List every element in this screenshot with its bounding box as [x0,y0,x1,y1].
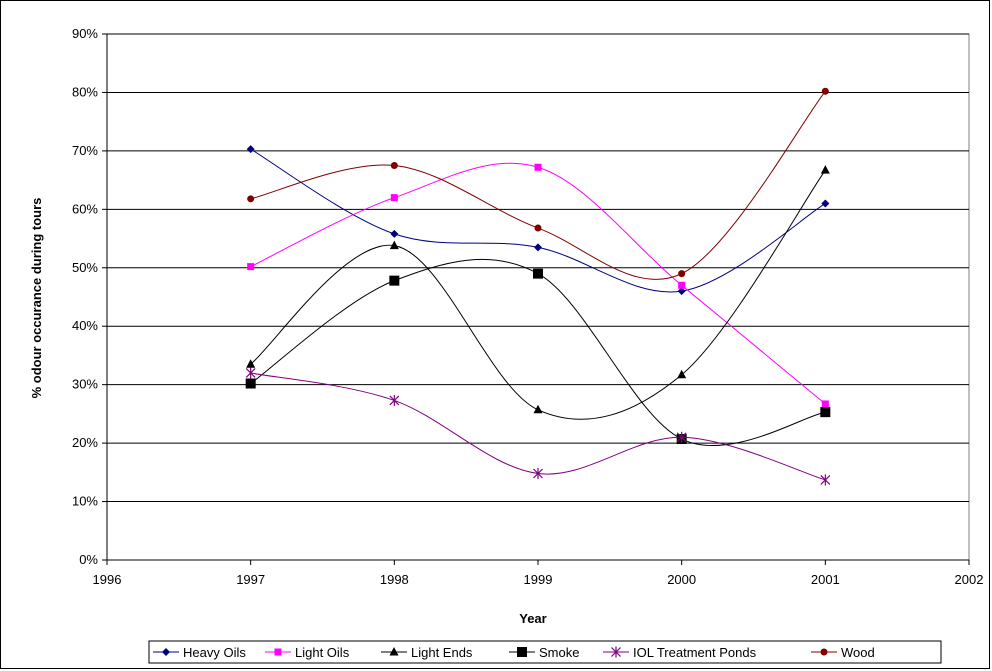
x-tick-label: 1996 [93,572,122,587]
series-line-wood [250,90,826,280]
data-point-wood [678,270,686,278]
x-tick-label: 1998 [380,572,409,587]
x-tick-label: 2001 [811,572,840,587]
data-point-iol-treatment-ponds [533,468,543,480]
legend-marker [389,647,399,656]
y-tick-label: 0% [79,552,98,567]
data-point-iol-treatment-ponds [245,367,256,379]
y-tick-label: 60% [72,201,98,216]
legend: Heavy Oils Light Oils Light Ends Smoke IOL T… [148,640,942,664]
data-point-smoke [389,275,400,286]
x-axis-title: Year [519,611,546,626]
series-light-ends [246,165,830,420]
y-tick-label: 90% [72,26,98,41]
data-point-wood [247,195,255,203]
data-point-iol-treatment-ponds [389,394,400,406]
legend-item-light-ends: Light Ends [381,645,473,660]
series-layer [245,87,831,486]
data-point-light-oils [390,194,398,202]
legend-marker [611,646,621,658]
y-tick-label: 40% [72,318,98,333]
data-point-heavy-oils [390,229,399,238]
y-tick-label: 80% [72,84,98,99]
data-point-iol-treatment-ponds [820,474,831,486]
data-point-light-ends [389,240,399,250]
series-line-light-ends [250,169,826,420]
data-point-light-ends [533,404,543,414]
data-point-light-oils [821,400,829,408]
plot-area [106,33,970,561]
series-smoke [245,258,831,446]
grid-layer [106,33,970,561]
data-point-wood [821,87,829,95]
data-point-light-ends [246,359,256,368]
data-point-light-oils [247,263,255,271]
y-tick-label: 20% [72,435,98,450]
data-point-smoke [533,268,543,279]
legend-item-wood: Wood [811,645,875,660]
legend-label: Wood [841,645,875,660]
y-tick-label: 30% [72,377,98,392]
legend-item-smoke: Smoke [509,645,579,660]
legend-label: Smoke [539,645,579,660]
x-tick-label: 2000 [667,572,696,587]
data-point-light-oils [534,163,542,171]
series-line-smoke [250,258,826,446]
legend-label: Heavy Oils [183,645,246,660]
axes-layer: 0% 10% 20% 30% 40% 50% 60% 70% 80% 90% 1996 1997 199… [72,26,983,587]
legend-item-iol-treatment-ponds: IOL Treatment Ponds [603,645,757,660]
series-heavy-oils [246,145,830,296]
legend-marker [274,648,282,656]
legend-box [148,640,942,664]
data-point-smoke [245,378,256,389]
data-point-wood [390,162,398,169]
data-point-light-oils [678,281,686,289]
data-point-light-ends [677,369,687,379]
legend-item-heavy-oils: Heavy Oils [153,645,246,660]
data-point-iol-treatment-ponds [676,431,687,443]
y-axis-title: % odour occurance during tours [29,198,44,399]
y-tick-label: 70% [72,143,98,158]
y-tick-label: 10% [72,494,98,509]
x-tick-label: 1999 [524,572,553,587]
x-tick-label: 1997 [236,572,265,587]
data-point-wood [534,224,542,232]
legend-item-light-oils: Light Oils [265,645,350,660]
data-point-smoke [820,407,831,418]
data-point-heavy-oils [246,145,255,154]
legend-label: IOL Treatment Ponds [633,645,757,660]
legend-label: Light Ends [411,645,473,660]
series-iol-treatment-ponds [245,367,831,486]
legend-marker [162,648,170,656]
legend-label: Light Oils [295,645,350,660]
series-line-iol-treatment-ponds [250,372,826,481]
series-light-oils [247,162,829,408]
series-line-light-oils [250,162,826,405]
series-wood [247,87,829,280]
data-point-heavy-oils [821,199,830,208]
data-point-light-ends [820,165,830,174]
legend-marker [517,647,527,657]
data-point-heavy-oils [534,243,542,252]
data-point-heavy-oils [677,287,686,296]
y-tick-label: 50% [72,260,98,275]
legend-marker [820,648,828,656]
x-tick-label: 2002 [955,572,984,587]
